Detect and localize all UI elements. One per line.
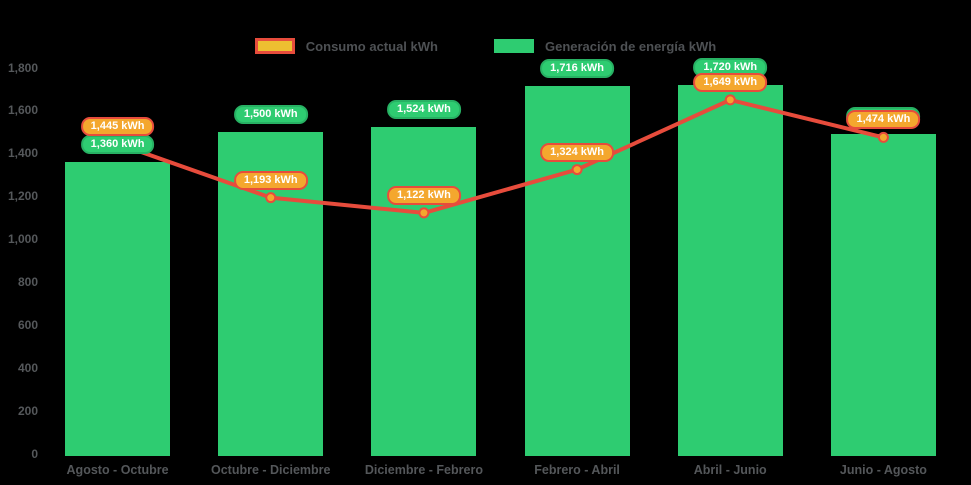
y-tick-label: 800	[17, 274, 38, 289]
x-tick-label: Junio - Agosto	[839, 463, 927, 477]
y-tick-label: 200	[17, 403, 38, 418]
y-tick-label: 600	[17, 317, 38, 332]
generacion-swatch-icon	[493, 39, 534, 53]
y-tick-label: 1,400	[7, 146, 38, 161]
legend-item-generacion[interactable]: Generación de energía kWh	[493, 38, 717, 54]
y-tick-label: 1,000	[7, 232, 38, 247]
x-tick-label: Agosto - Octubre	[66, 463, 169, 477]
x-tick-label: Abril - Junio	[693, 463, 767, 477]
y-tick-label: 400	[17, 360, 38, 375]
legend: Consumo actual kWh Generación de energía…	[0, 38, 971, 54]
consumo-swatch-icon	[254, 38, 295, 54]
legend-item-consumo[interactable]: Consumo actual kWh	[254, 38, 438, 54]
legend-label-consumo: Consumo actual kWh	[305, 38, 438, 54]
consumo-value-pill: 1,649 kWh	[693, 72, 768, 92]
x-tick-label: Febrero - Abril	[534, 463, 620, 477]
y-tick-label: 1,800	[7, 60, 38, 75]
y-tick-label: 0	[31, 446, 38, 461]
y-tick-label: 1,200	[7, 189, 38, 204]
generacion-value-pill: 1,716 kWh	[540, 58, 614, 78]
x-tick-label: Octubre - Diciembre	[210, 463, 331, 477]
y-axis: 0 200 400 600 800 1,000 1,200 1,400 1,600 1,800	[0, 0, 38, 485]
generacion-value-pill: 1,720 kWh	[693, 57, 768, 77]
legend-label-generacion: Generación de energía kWh	[544, 38, 717, 54]
x-tick-label: Diciembre - Febrero	[364, 463, 483, 477]
y-tick-label: 1,600	[7, 103, 38, 118]
